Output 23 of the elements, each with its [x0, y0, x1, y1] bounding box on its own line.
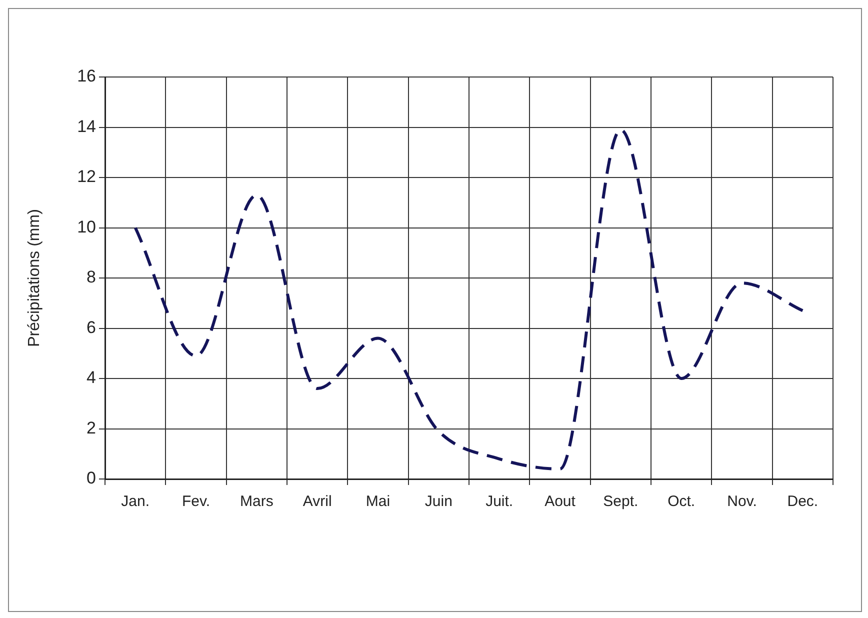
- x-tick-label: Aout: [544, 493, 576, 510]
- y-tick-label: 12: [77, 167, 96, 186]
- y-tick-label: 4: [86, 368, 96, 388]
- y-tick-label: 6: [86, 318, 96, 337]
- x-tick-label: Sept.: [603, 493, 638, 510]
- x-tick-label: Oct.: [668, 493, 696, 510]
- x-tick-label: Fev.: [182, 493, 210, 510]
- y-tick-label: 2: [86, 418, 96, 438]
- y-axis-title: Précipitations (mm): [26, 209, 44, 347]
- y-tick-label: 0: [86, 468, 96, 488]
- x-tick-label: Jan.: [121, 493, 150, 510]
- y-tick-label: 14: [77, 116, 96, 136]
- y-tick-label: 16: [77, 66, 96, 86]
- x-tick-label: Avril: [302, 493, 332, 510]
- x-tick-label: Mai: [366, 493, 390, 510]
- line-series: [134, 128, 804, 470]
- x-tick-label: Juin: [424, 493, 452, 510]
- x-tick-label: Mars: [240, 493, 274, 510]
- x-tick-label: Juit.: [486, 493, 514, 510]
- x-tick-label: Nov.: [727, 493, 757, 510]
- y-tick-label: 8: [86, 268, 96, 287]
- x-tick-label: Dec.: [787, 493, 818, 510]
- y-tick-label: 10: [77, 217, 96, 236]
